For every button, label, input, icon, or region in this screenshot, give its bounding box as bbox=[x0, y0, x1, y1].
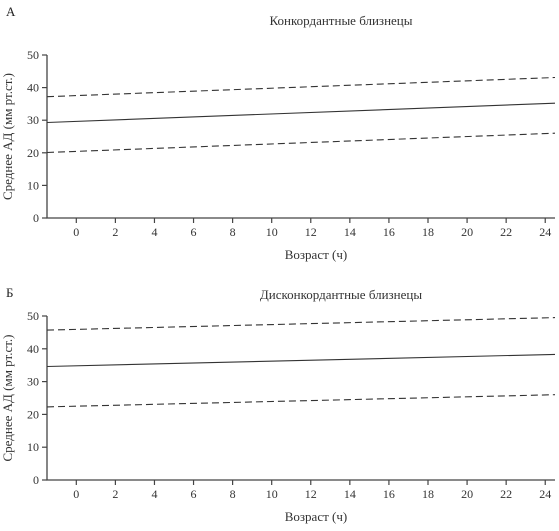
x-tick-label: 24 bbox=[539, 487, 551, 501]
chart-title: Дисконкордантные близнецы bbox=[260, 287, 422, 302]
series-line-dashed bbox=[46, 394, 556, 408]
x-tick-label: 8 bbox=[230, 225, 236, 239]
y-axis-label: Среднее АД (мм рт.ст.) bbox=[0, 73, 15, 200]
series-line-solid bbox=[46, 353, 556, 368]
x-tick-label: 16 bbox=[383, 225, 395, 239]
x-tick-label: 12 bbox=[305, 225, 317, 239]
y-tick-label: 0 bbox=[33, 473, 39, 487]
y-tick-label: 20 bbox=[27, 407, 39, 421]
x-tick-label: 6 bbox=[191, 225, 197, 239]
x-tick-label: 18 bbox=[422, 225, 434, 239]
x-tick-label: 10 bbox=[266, 225, 278, 239]
series-line-dashed bbox=[46, 132, 556, 154]
y-tick-label: 50 bbox=[27, 48, 39, 62]
x-tick-label: 22 bbox=[500, 487, 512, 501]
x-axis-label: Возраст (ч) bbox=[285, 247, 347, 262]
panel-label: Б bbox=[6, 285, 14, 300]
chart-title: Конкордантные близнецы bbox=[270, 13, 413, 28]
x-tick-label: 2 bbox=[112, 225, 118, 239]
x-axis-label: Возраст (ч) bbox=[285, 509, 347, 524]
x-tick-label: 4 bbox=[151, 487, 157, 501]
y-tick-label: 50 bbox=[27, 309, 39, 323]
y-tick-label: 30 bbox=[27, 113, 39, 127]
x-tick-label: 0 bbox=[73, 487, 79, 501]
y-tick-label: 10 bbox=[27, 440, 39, 454]
series-line-solid bbox=[46, 102, 556, 124]
y-tick-label: 20 bbox=[27, 146, 39, 160]
y-tick-label: 0 bbox=[33, 211, 39, 225]
y-tick-label: 10 bbox=[27, 178, 39, 192]
x-tick-label: 8 bbox=[230, 487, 236, 501]
axis-lines bbox=[46, 316, 555, 481]
x-tick-label: 0 bbox=[73, 225, 79, 239]
x-tick-label: 24 bbox=[539, 225, 551, 239]
x-tick-label: 22 bbox=[500, 225, 512, 239]
x-tick-label: 10 bbox=[266, 487, 278, 501]
x-tick-label: 14 bbox=[344, 225, 356, 239]
y-axis-label: Среднее АД (мм рт.ст.) bbox=[0, 334, 15, 461]
panel-label: А bbox=[6, 4, 16, 19]
y-tick-label: 30 bbox=[27, 375, 39, 389]
x-tick-label: 20 bbox=[461, 225, 473, 239]
x-tick-label: 6 bbox=[191, 487, 197, 501]
x-tick-label: 18 bbox=[422, 487, 434, 501]
x-tick-label: 16 bbox=[383, 487, 395, 501]
x-tick-label: 20 bbox=[461, 487, 473, 501]
series-line-dashed bbox=[46, 76, 556, 98]
series-line-dashed bbox=[46, 317, 556, 331]
y-tick-label: 40 bbox=[27, 342, 39, 356]
x-tick-label: 4 bbox=[151, 225, 157, 239]
y-tick-label: 40 bbox=[27, 81, 39, 95]
x-tick-label: 2 bbox=[112, 487, 118, 501]
x-tick-label: 12 bbox=[305, 487, 317, 501]
x-tick-label: 14 bbox=[344, 487, 356, 501]
